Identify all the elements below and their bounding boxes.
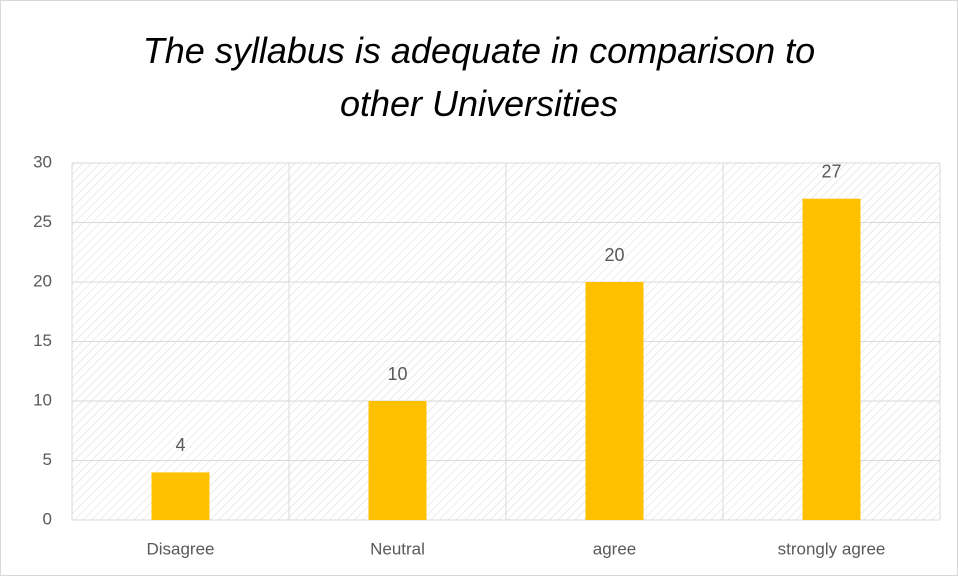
x-tick-label: strongly agree (778, 539, 886, 558)
bar (151, 472, 210, 520)
bar (802, 198, 861, 520)
data-label: 4 (175, 435, 185, 455)
y-tick-label: 15 (33, 331, 52, 350)
x-tick-label: Neutral (370, 539, 425, 558)
data-label: 20 (604, 245, 624, 265)
bar (368, 401, 427, 520)
y-tick-label: 0 (43, 509, 52, 528)
data-label: 27 (821, 161, 841, 181)
x-tick-label: agree (593, 539, 636, 558)
data-label: 10 (387, 364, 407, 384)
y-tick-label: 30 (33, 152, 52, 171)
chart-title: The syllabus is adequate in comparison t… (142, 30, 816, 124)
y-tick-label: 10 (33, 390, 52, 409)
bar (585, 282, 644, 520)
y-tick-label: 20 (33, 271, 52, 290)
y-tick-label: 5 (43, 450, 52, 469)
x-tick-label: Disagree (146, 539, 214, 558)
y-tick-label: 25 (33, 212, 52, 231)
